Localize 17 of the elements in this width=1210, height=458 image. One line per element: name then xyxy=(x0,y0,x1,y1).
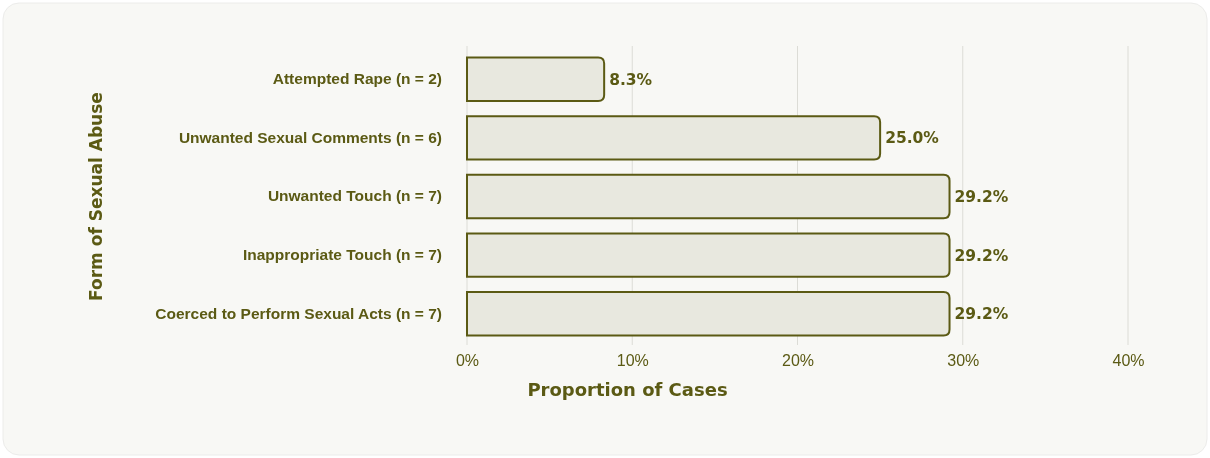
x-tick-label: 10% xyxy=(616,352,649,370)
y-tick-label: Unwanted Touch (n = 7) xyxy=(267,187,442,205)
data-label: 29.2% xyxy=(954,187,1009,206)
y-tick-label: Inappropriate Touch (n = 7) xyxy=(242,246,442,264)
y-tick-label: Coerced to Perform Sexual Acts (n = 7) xyxy=(155,304,442,322)
y-tick-label: Unwanted Sexual Comments (n = 6) xyxy=(178,128,442,146)
y-tick-label: Attempted Rape (n = 2) xyxy=(272,70,442,88)
y-axis-title: Form of Sexual Abuse xyxy=(86,92,106,301)
x-axis-title: Proportion of Cases xyxy=(527,379,728,400)
data-label: 29.2% xyxy=(954,246,1009,265)
x-tick-label: 30% xyxy=(947,352,980,370)
data-label: 8.3% xyxy=(609,70,653,89)
x-tick-label: 0% xyxy=(455,352,480,370)
x-tick-label: 20% xyxy=(781,352,815,370)
data-label: 29.2% xyxy=(954,305,1009,324)
data-label: 25.0% xyxy=(885,129,940,148)
x-tick-label: 40% xyxy=(1112,352,1145,370)
